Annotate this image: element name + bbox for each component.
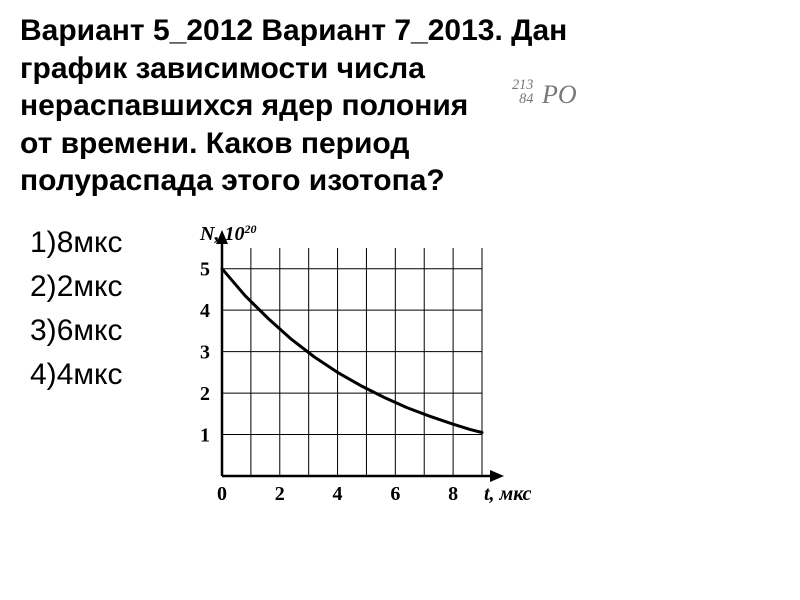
option-3: 3)6мкс xyxy=(30,314,122,348)
option-num: 3) xyxy=(30,314,57,347)
svg-text:1: 1 xyxy=(200,424,210,446)
svg-text:t, мкс: t, мкс xyxy=(484,483,532,505)
svg-text:3: 3 xyxy=(200,341,210,363)
option-2: 2)2мкс xyxy=(30,270,122,304)
option-label: 4мкс xyxy=(57,358,123,391)
decay-chart: 0 2 4 6 8 1 2 3 4 5 N, 1020 t, мкс xyxy=(162,218,542,518)
svg-text:6: 6 xyxy=(391,483,401,505)
option-num: 4) xyxy=(30,358,57,391)
svg-text:8: 8 xyxy=(449,483,459,505)
title-line-2: нераспавшихся ядер полония xyxy=(20,89,468,122)
svg-text:4: 4 xyxy=(333,483,343,505)
svg-text:0: 0 xyxy=(217,483,227,505)
option-1: 1)8мкс xyxy=(30,226,122,260)
isotope-atomic: 84 xyxy=(512,92,533,106)
isotope-mass: 213 xyxy=(512,78,533,92)
answer-options: 1)8мкс 2)2мкс 3)6мкс 4)4мкс xyxy=(30,226,122,402)
option-label: 6мкс xyxy=(57,314,123,347)
isotope-formula: 213 84 xyxy=(512,78,533,107)
option-label: 8мкс xyxy=(57,226,123,259)
isotope-symbol: PO xyxy=(542,82,577,108)
option-label: 2мкс xyxy=(57,270,123,303)
svg-text:2: 2 xyxy=(200,383,210,405)
title-line-0: Вариант 5_2012 Вариант 7_2013. Дан xyxy=(20,14,567,47)
svg-text:N, 1020: N, 1020 xyxy=(199,222,256,245)
title-line-4: полураспада этого изотопа? xyxy=(20,164,445,197)
title-line-1: график зависимости числа xyxy=(20,52,425,85)
question-title: Вариант 5_2012 Вариант 7_2013. Дан графи… xyxy=(20,12,780,200)
option-num: 1) xyxy=(30,226,57,259)
title-line-3: от времени. Каков период xyxy=(20,127,409,160)
svg-text:4: 4 xyxy=(200,300,210,322)
svg-text:2: 2 xyxy=(275,483,285,505)
option-4: 4)4мкс xyxy=(30,358,122,392)
svg-text:5: 5 xyxy=(200,258,210,280)
option-num: 2) xyxy=(30,270,57,303)
decay-chart-svg: 0 2 4 6 8 1 2 3 4 5 N, 1020 t, мкс xyxy=(162,218,542,518)
